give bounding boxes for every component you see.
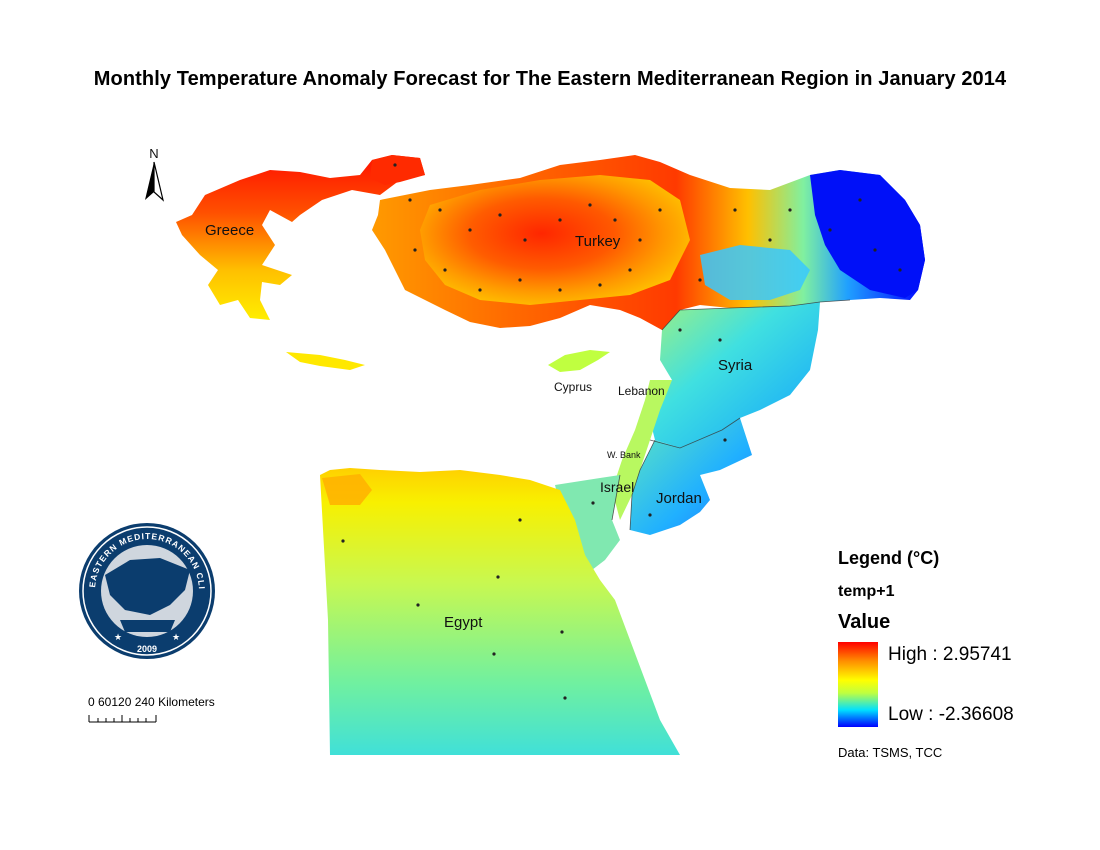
station-markers bbox=[341, 163, 902, 700]
jordan-region bbox=[630, 418, 752, 535]
label-israel: Israel bbox=[600, 479, 634, 495]
label-greece: Greece bbox=[205, 222, 254, 239]
label-syria: Syria bbox=[718, 357, 753, 374]
scale-bar-ticks bbox=[88, 715, 157, 723]
legend-field: temp+1 bbox=[838, 583, 895, 600]
data-source: Data: TSMS, TCC bbox=[838, 745, 943, 760]
logo-year: 2009 bbox=[137, 644, 157, 654]
egypt-region bbox=[320, 468, 680, 755]
turkey-region bbox=[372, 155, 925, 330]
svg-text:★: ★ bbox=[114, 632, 122, 642]
legend-color-ramp bbox=[838, 642, 878, 727]
legend-title: Legend (°C) bbox=[838, 548, 940, 568]
syria-region bbox=[650, 302, 820, 448]
legend-high-label: High : 2.95741 bbox=[888, 644, 1012, 665]
country-borders bbox=[611, 299, 851, 531]
cyprus-region bbox=[548, 350, 610, 372]
scale-bar: 0 60120 240 Kilometers bbox=[88, 695, 258, 723]
north-arrow: N bbox=[145, 146, 165, 202]
label-jordan: Jordan bbox=[656, 490, 702, 507]
legend-low-label: Low : -2.36608 bbox=[888, 704, 1014, 725]
label-egypt: Egypt bbox=[444, 614, 483, 631]
label-turkey: Turkey bbox=[575, 233, 621, 250]
label-west-bank: W. Bank bbox=[607, 450, 641, 460]
scale-bar-label: 0 60120 240 Kilometers bbox=[88, 695, 215, 709]
greece-region bbox=[176, 155, 425, 370]
levant-strip bbox=[612, 380, 672, 520]
legend: Legend (°C) temp+1 Value High : 2.95741 … bbox=[838, 548, 1078, 732]
logo-text: EASTERN MEDITERRANEAN CLIMATE CENTRE bbox=[0, 0, 206, 590]
svg-text:★: ★ bbox=[172, 632, 180, 642]
label-cyprus: Cyprus bbox=[554, 380, 592, 394]
map-title: Monthly Temperature Anomaly Forecast for… bbox=[93, 68, 1007, 90]
legend-value-label: Value bbox=[838, 611, 891, 633]
north-arrow-label: N bbox=[149, 146, 158, 161]
svg-text:EASTERN MEDITERRANEAN CLIMATE: EASTERN MEDITERRANEAN CLIMATE CENTRE bbox=[0, 0, 207, 590]
label-lebanon: Lebanon bbox=[618, 384, 665, 398]
emcc-logo: EASTERN MEDITERRANEAN CLIMATE CENTRE 200… bbox=[0, 0, 215, 659]
sinai-region bbox=[555, 475, 620, 570]
